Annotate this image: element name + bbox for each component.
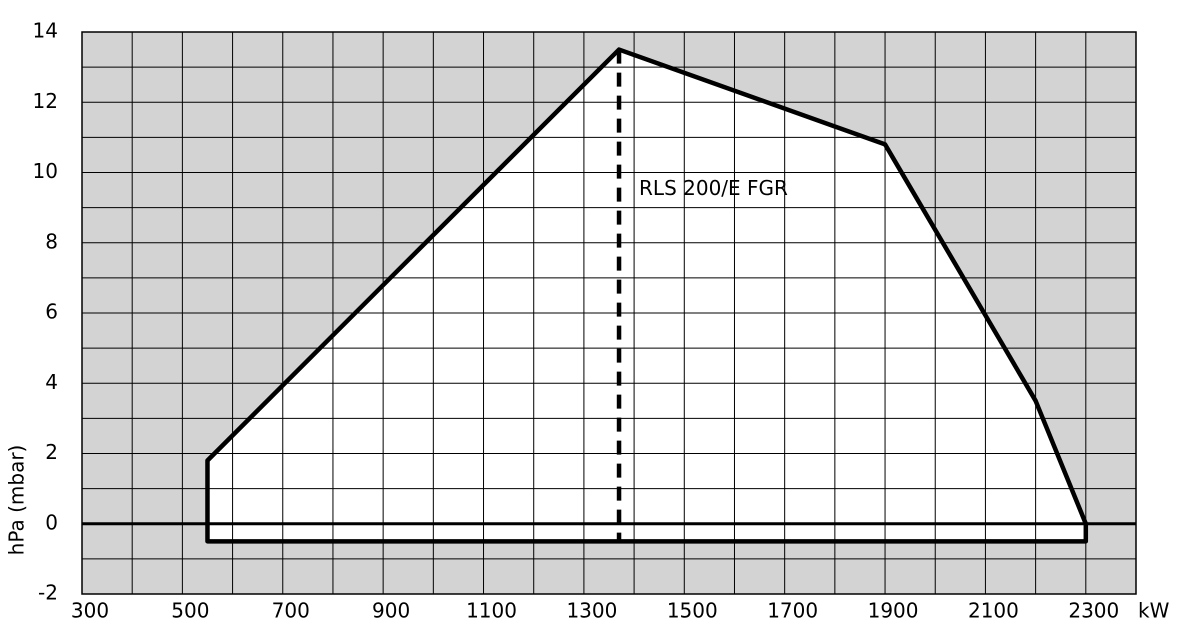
y-axis-label: hPa (mbar) [5,445,29,556]
x-tick-label: 2100 [968,599,1019,623]
x-axis-label: kW [1138,599,1170,623]
y-tick-label: 8 [45,229,58,253]
x-tick-label: 500 [171,599,209,623]
y-tick-label: 12 [33,89,58,113]
plot-border [81,31,1137,595]
x-tick-label: 900 [372,599,410,623]
y-tick-label: 4 [45,370,58,394]
y-tick-label: 2 [45,440,58,464]
y-tick-label: -2 [38,581,58,605]
y-tick-label: 14 [33,19,58,43]
y-tick-label: 6 [45,300,58,324]
x-tick-label: 1900 [868,599,919,623]
y-tick-label: 0 [45,510,58,534]
x-tick-label: 2300 [1068,599,1119,623]
x-tick-label: 700 [272,599,310,623]
x-tick-label: 1700 [767,599,818,623]
annotation: RLS 200/E FGR [639,176,788,200]
x-tick-label: 300 [71,599,109,623]
working-field-outline [205,47,1089,544]
x-tick-label: 1100 [466,599,517,623]
y-tick-label: 10 [33,159,58,183]
x-tick-label: 1300 [566,599,617,623]
x-tick-label: 1500 [667,599,718,623]
